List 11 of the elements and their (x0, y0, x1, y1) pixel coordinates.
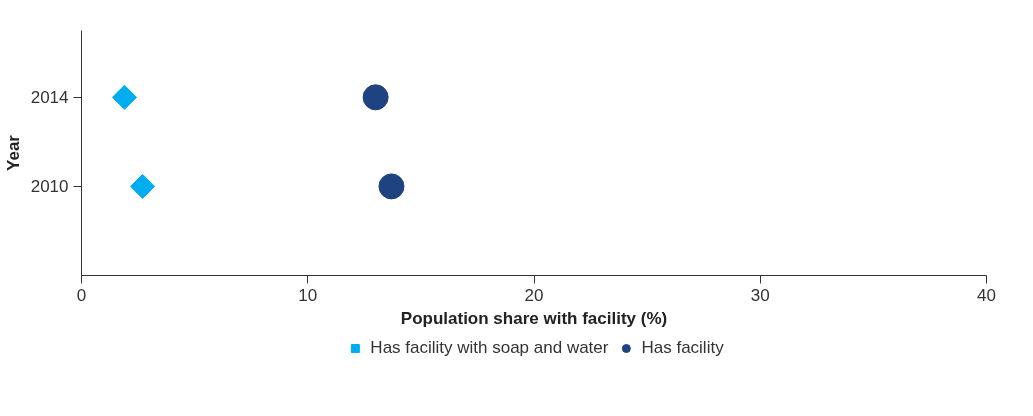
legend-label: Has facility (641, 338, 724, 358)
legend-label: Has facility with soap and water (370, 338, 609, 358)
x-tick-label: 40 (977, 285, 996, 305)
x-tick-label: 10 (298, 285, 318, 305)
x-tick-label: 0 (76, 285, 87, 305)
x-tick-label: 30 (750, 285, 770, 305)
x-tick-label: 20 (524, 285, 544, 305)
y-tick-label: 2010 (30, 177, 69, 197)
y-tick-label: 2014 (30, 88, 69, 108)
x-axis-title: Population share with facility (%) (400, 308, 668, 328)
y-axis-title: Year (3, 134, 23, 171)
